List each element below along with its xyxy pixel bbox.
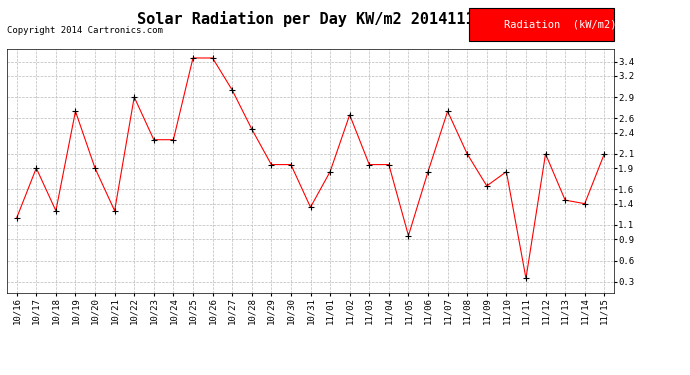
Text: Solar Radiation per Day KW/m2 20141115: Solar Radiation per Day KW/m2 20141115 [137,11,484,27]
Text: Copyright 2014 Cartronics.com: Copyright 2014 Cartronics.com [7,26,163,35]
Text: Radiation  (kW/m2): Radiation (kW/m2) [504,20,616,29]
